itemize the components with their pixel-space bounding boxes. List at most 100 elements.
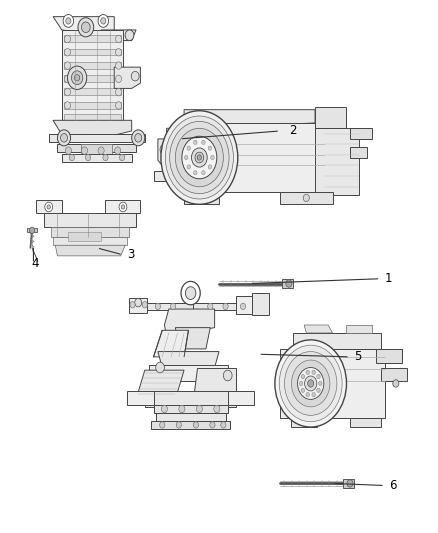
- Polygon shape: [35, 200, 62, 213]
- Circle shape: [299, 381, 303, 385]
- Polygon shape: [283, 279, 293, 288]
- Circle shape: [306, 392, 310, 397]
- Polygon shape: [376, 349, 403, 364]
- Circle shape: [197, 155, 201, 160]
- Polygon shape: [184, 110, 315, 128]
- Circle shape: [116, 62, 122, 69]
- Circle shape: [221, 422, 226, 428]
- Circle shape: [208, 303, 213, 310]
- Text: 1: 1: [385, 272, 392, 285]
- Polygon shape: [62, 30, 123, 120]
- Circle shape: [306, 370, 310, 375]
- Circle shape: [64, 49, 71, 56]
- Polygon shape: [252, 293, 269, 316]
- Polygon shape: [346, 325, 372, 333]
- Polygon shape: [64, 49, 121, 55]
- Circle shape: [170, 122, 229, 193]
- Circle shape: [60, 134, 67, 142]
- Circle shape: [101, 18, 106, 24]
- Polygon shape: [293, 333, 381, 349]
- Circle shape: [132, 130, 145, 146]
- Circle shape: [191, 148, 207, 167]
- Circle shape: [187, 165, 191, 169]
- Circle shape: [103, 155, 108, 161]
- Polygon shape: [132, 303, 201, 310]
- Polygon shape: [149, 365, 228, 381]
- Circle shape: [65, 147, 71, 155]
- Circle shape: [161, 111, 238, 204]
- Circle shape: [312, 370, 315, 375]
- Polygon shape: [68, 232, 101, 241]
- Circle shape: [301, 375, 305, 379]
- Circle shape: [347, 480, 353, 487]
- Polygon shape: [153, 330, 188, 357]
- Polygon shape: [237, 296, 263, 314]
- Circle shape: [64, 62, 71, 69]
- Polygon shape: [55, 245, 125, 256]
- Circle shape: [275, 340, 346, 427]
- Polygon shape: [106, 200, 141, 213]
- Circle shape: [116, 75, 122, 83]
- Polygon shape: [145, 391, 237, 407]
- Polygon shape: [173, 303, 208, 309]
- Polygon shape: [81, 144, 112, 155]
- Polygon shape: [101, 30, 136, 41]
- Text: 2: 2: [289, 124, 297, 138]
- Polygon shape: [164, 309, 215, 336]
- Text: 4: 4: [31, 257, 39, 270]
- Circle shape: [47, 205, 50, 209]
- Polygon shape: [44, 213, 136, 227]
- Circle shape: [291, 360, 330, 407]
- Circle shape: [279, 345, 342, 422]
- Circle shape: [155, 303, 160, 310]
- Polygon shape: [381, 368, 407, 381]
- Circle shape: [66, 18, 71, 24]
- Circle shape: [57, 130, 71, 146]
- Circle shape: [317, 375, 320, 379]
- Circle shape: [74, 75, 80, 81]
- Circle shape: [223, 370, 232, 381]
- Polygon shape: [64, 62, 121, 69]
- Circle shape: [115, 147, 121, 155]
- Circle shape: [29, 227, 35, 233]
- Circle shape: [121, 205, 125, 209]
- Circle shape: [198, 194, 205, 201]
- Circle shape: [165, 116, 233, 199]
- Polygon shape: [153, 171, 175, 181]
- Circle shape: [161, 405, 167, 413]
- Polygon shape: [184, 192, 219, 204]
- Circle shape: [81, 147, 88, 155]
- Polygon shape: [64, 88, 121, 95]
- Circle shape: [175, 128, 223, 187]
- Circle shape: [64, 75, 71, 83]
- Circle shape: [304, 376, 317, 391]
- Circle shape: [185, 287, 196, 300]
- Circle shape: [64, 35, 71, 43]
- Circle shape: [223, 303, 228, 310]
- Polygon shape: [315, 128, 359, 195]
- Polygon shape: [350, 147, 367, 158]
- Polygon shape: [53, 120, 132, 136]
- Circle shape: [135, 298, 142, 307]
- Circle shape: [81, 22, 90, 33]
- Circle shape: [119, 202, 127, 212]
- Polygon shape: [53, 17, 114, 35]
- Text: 3: 3: [127, 248, 135, 261]
- Circle shape: [64, 88, 71, 96]
- Circle shape: [142, 302, 148, 308]
- Polygon shape: [280, 349, 385, 418]
- Circle shape: [159, 422, 165, 428]
- Polygon shape: [291, 418, 317, 427]
- Circle shape: [155, 362, 164, 373]
- Circle shape: [194, 140, 197, 144]
- Polygon shape: [127, 391, 153, 405]
- Circle shape: [301, 388, 305, 392]
- Circle shape: [214, 405, 220, 413]
- Circle shape: [201, 171, 205, 175]
- Polygon shape: [151, 421, 230, 429]
- Polygon shape: [136, 370, 184, 399]
- Polygon shape: [350, 418, 381, 427]
- Circle shape: [187, 146, 191, 150]
- Polygon shape: [193, 368, 237, 399]
- Circle shape: [307, 379, 314, 387]
